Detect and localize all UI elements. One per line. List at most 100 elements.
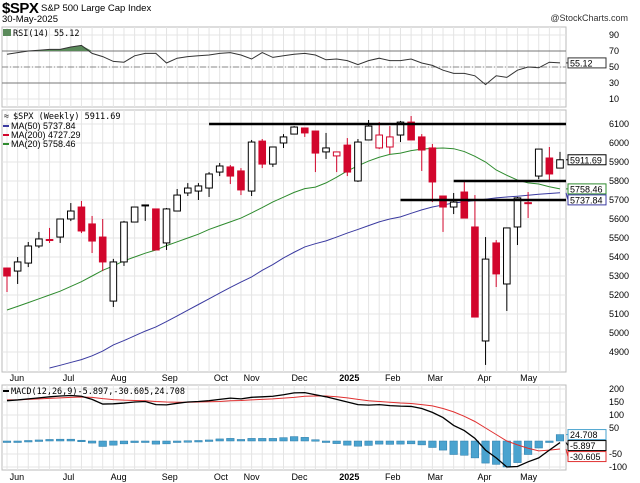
- candle: [162, 207, 171, 250]
- candle-body: [269, 146, 277, 165]
- candle: [449, 192, 458, 215]
- candle-body: [98, 236, 107, 263]
- macd-histogram-bar: [258, 438, 267, 442]
- price-tick-label: 6100: [609, 119, 629, 129]
- candle: [77, 200, 86, 234]
- candle-body: [24, 245, 33, 264]
- macd-histogram-bar: [555, 434, 565, 442]
- candle: [109, 258, 118, 307]
- macd-histogram-bar: [375, 440, 384, 445]
- chart-date: 30-May-2025: [2, 14, 58, 25]
- macd-histogram-bar: [56, 438, 65, 442]
- macd-histogram-bar: [88, 440, 97, 444]
- price-tick-label: 5600: [609, 214, 629, 224]
- candle: [524, 192, 532, 219]
- candle-body: [534, 148, 543, 177]
- candle-body: [439, 195, 447, 208]
- price-tick-label: 5800: [609, 176, 629, 186]
- macd-histogram-bar: [449, 440, 458, 455]
- legend-ma20: MA(20) 5758.46: [11, 139, 76, 149]
- macd-histogram-bar: [385, 440, 394, 445]
- macd-tick-label: 100: [609, 410, 624, 420]
- price-tick-label: 4900: [609, 347, 629, 357]
- candle-body: [364, 125, 373, 141]
- candle-body: [524, 202, 532, 205]
- candle-body: [141, 204, 150, 207]
- macd-last-label: -5.897: [570, 441, 596, 451]
- rsi-tick-label: 90: [609, 30, 619, 40]
- candle-body: [386, 136, 394, 148]
- month-label-top: May: [520, 373, 538, 383]
- candle-body: [35, 238, 43, 247]
- candle-body: [183, 187, 192, 194]
- macd-signal-line: [7, 395, 561, 452]
- candle-body: [205, 173, 213, 189]
- macd-histogram-bar: [130, 440, 139, 443]
- candle: [417, 134, 426, 171]
- candle: [354, 139, 362, 182]
- rsi-line: [6, 44, 561, 86]
- candle-body: [492, 242, 500, 275]
- rsi-tick-label: 30: [609, 78, 619, 88]
- macd-tick-label: -100: [609, 462, 627, 472]
- candle-body: [77, 206, 86, 232]
- candle: [130, 206, 139, 223]
- candle-body: [194, 185, 203, 192]
- price-tick-label: 5500: [609, 233, 629, 243]
- macd-histogram-bar: [151, 440, 160, 445]
- candle-body: [332, 151, 341, 157]
- rsi-legend: RSI(14) 55.12: [13, 29, 80, 39]
- candle: [35, 231, 43, 249]
- candle: [428, 143, 437, 203]
- candle-body: [449, 201, 458, 208]
- candle-body: [3, 267, 11, 277]
- month-label-top: Dec: [291, 373, 308, 383]
- macd-tick-label: -50: [609, 449, 622, 459]
- macd-histogram-bar: [417, 440, 426, 446]
- candle-body: [215, 165, 224, 173]
- month-label-top: Feb: [385, 373, 401, 383]
- candle-body: [226, 166, 235, 177]
- macd-hist-last-tag: [567, 429, 607, 441]
- macd-histogram-bar: [428, 440, 437, 448]
- macd-last-tag: [567, 440, 607, 452]
- candle: [205, 172, 213, 197]
- candle-body: [375, 134, 384, 149]
- month-label-top: Aug: [111, 373, 127, 383]
- macd-histogram-bar: [268, 438, 277, 442]
- macd-histogram-bar: [215, 438, 224, 442]
- candle: [534, 148, 543, 180]
- candle-body: [109, 261, 118, 302]
- candle-body: [460, 191, 469, 219]
- macd-tick-label: 150: [609, 397, 624, 407]
- candle: [279, 134, 288, 148]
- candle-body: [237, 170, 245, 191]
- macd-histogram-bar: [300, 437, 309, 442]
- candle-body: [120, 221, 128, 263]
- candle: [513, 196, 522, 246]
- macd-hist-last-label: 24.708: [570, 430, 598, 440]
- macd-histogram-bar: [24, 440, 33, 443]
- macd-histogram-bar: [173, 440, 182, 443]
- month-label-bottom: Feb: [385, 472, 401, 482]
- macd-histogram-bar: [513, 440, 522, 463]
- candle: [3, 267, 11, 292]
- candle: [88, 215, 96, 254]
- candle: [24, 241, 33, 268]
- month-label-bottom: Sep: [162, 472, 178, 482]
- candle: [237, 168, 245, 196]
- macd-histogram-bar: [194, 440, 203, 443]
- candle: [545, 146, 554, 182]
- candle: [13, 257, 22, 284]
- macd-histogram-bar: [470, 440, 479, 459]
- candle: [152, 208, 160, 251]
- month-label-bottom: Apr: [478, 472, 492, 482]
- month-label-bottom: May: [520, 472, 538, 482]
- rsi-legend-icon: [3, 29, 11, 36]
- macd-histogram-bar: [45, 439, 54, 442]
- candle-body: [417, 136, 426, 151]
- candle-body: [290, 126, 298, 135]
- candle: [343, 138, 352, 177]
- candle-body: [152, 208, 160, 251]
- last-price-label: 5911.69: [570, 155, 602, 165]
